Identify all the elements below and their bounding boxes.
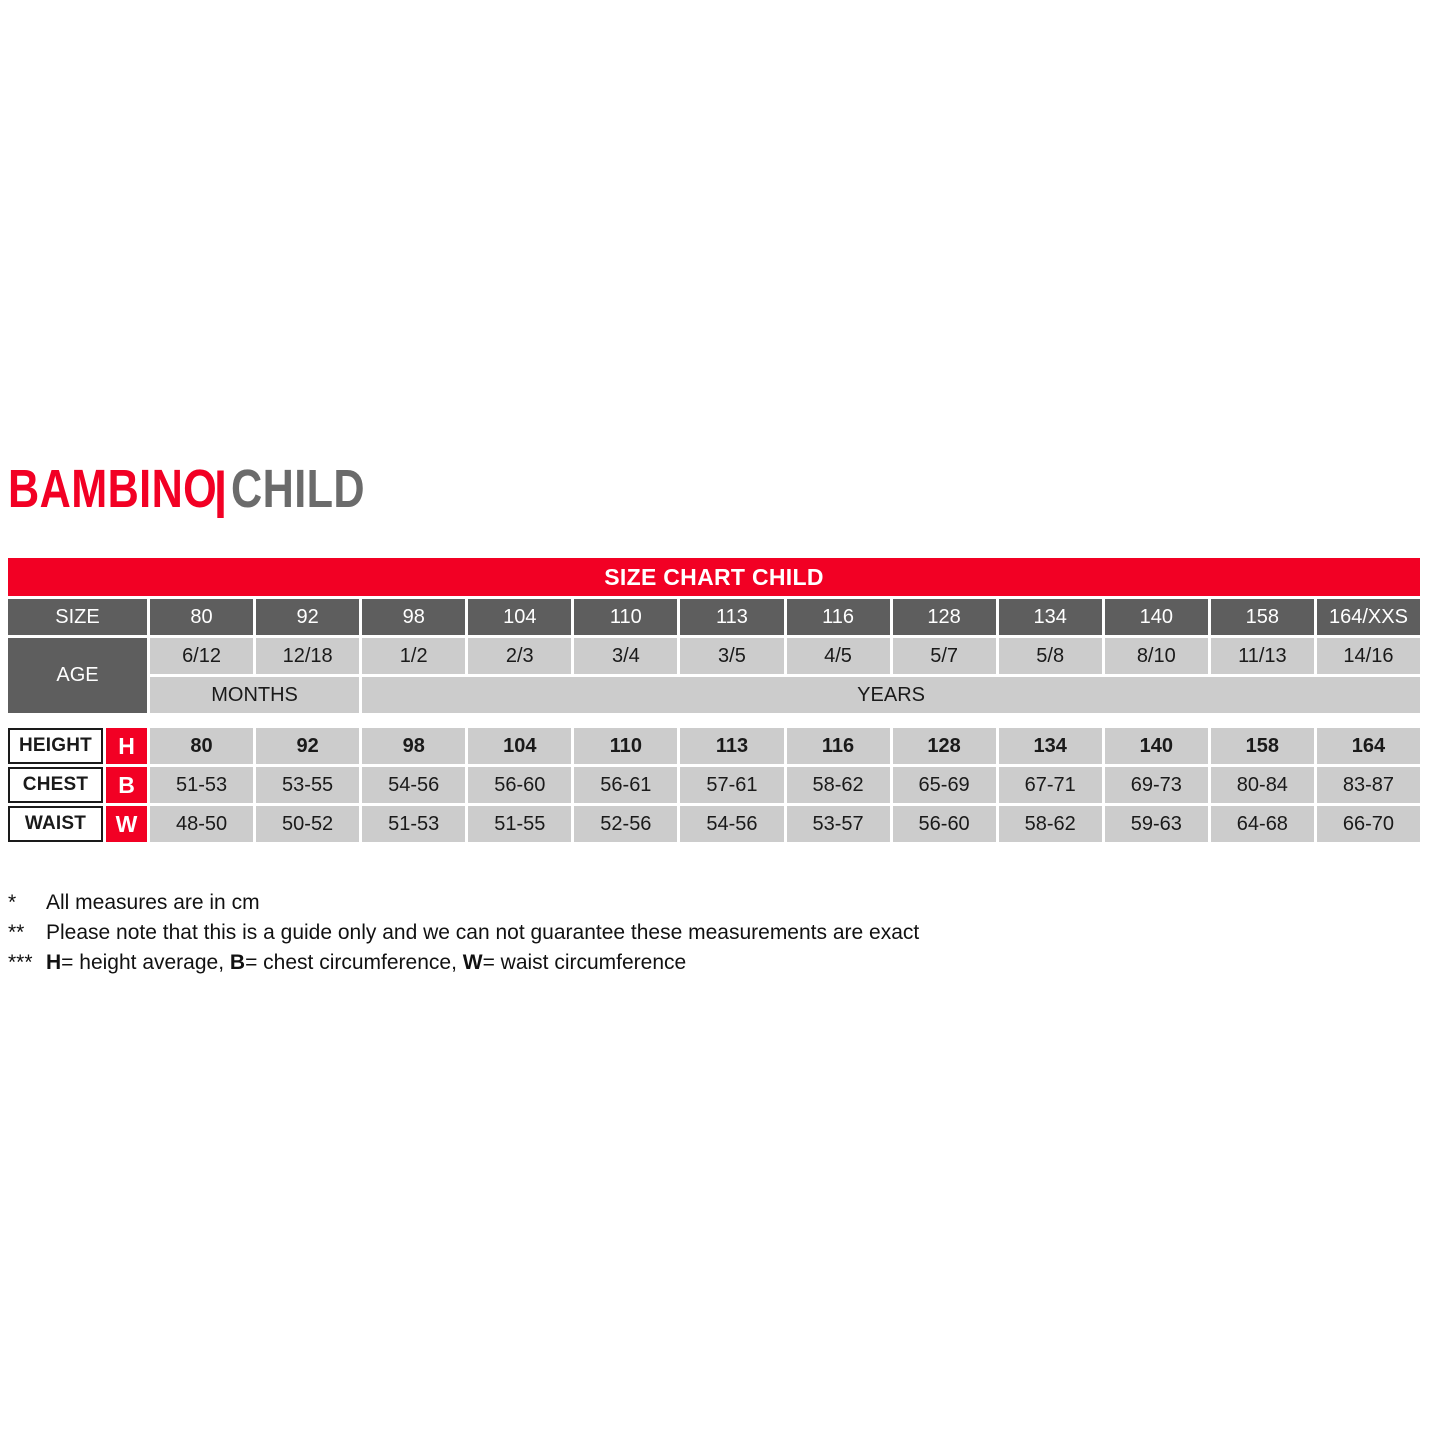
waist-cell: 53-57 (786, 806, 890, 842)
waist-cell: 50-52 (256, 806, 360, 842)
waist-cell: 51-53 (362, 806, 466, 842)
size-header-cell: 140 (1104, 599, 1208, 635)
footnote-marker: *** (8, 951, 33, 974)
height-cell: 140 (1104, 728, 1208, 764)
age-cell: 12/18 (256, 638, 360, 674)
size-header-cell: 134 (998, 599, 1102, 635)
badge-chest: B (106, 767, 147, 803)
chest-cell: 69-73 (1104, 767, 1208, 803)
size-chart-table: SIZE CHART CHILD SIZE 80 92 98 104 110 1… (8, 558, 1420, 842)
age-unit-months: MONTHS (150, 677, 360, 713)
height-cell: 110 (574, 728, 678, 764)
height-cell: 134 (998, 728, 1102, 764)
footnote-row: * All measures are in cm (8, 888, 1408, 918)
waist-cell: 66-70 (1316, 806, 1420, 842)
waist-cell: 51-55 (468, 806, 572, 842)
chest-cell: 53-55 (256, 767, 360, 803)
height-cell: 164 (1316, 728, 1420, 764)
brand-separator: | (213, 462, 228, 518)
footnote-text: All measures are in cm (46, 891, 260, 914)
chest-cell: 57-61 (680, 767, 784, 803)
height-cell: 80 (150, 728, 254, 764)
size-header-cell: 164/XXS (1316, 599, 1420, 635)
chest-cell: 54-56 (362, 767, 466, 803)
brand-title: BAMBINO | CHILD (8, 462, 399, 517)
chest-cell: 56-60 (468, 767, 572, 803)
age-cell: 1/2 (362, 638, 466, 674)
waist-cell: 54-56 (680, 806, 784, 842)
age-unit-years: YEARS (362, 677, 1420, 713)
row-label-chest: CHEST (8, 767, 103, 803)
height-cell: 104 (468, 728, 572, 764)
size-header-cell: 128 (892, 599, 996, 635)
row-label-age: AGE (8, 638, 147, 713)
waist-cell: 59-63 (1104, 806, 1208, 842)
brand-secondary-text: CHILD (231, 459, 366, 519)
waist-cell: 56-60 (892, 806, 996, 842)
waist-cell: 58-62 (998, 806, 1102, 842)
footnote-text-rich: H= height average, B= chest circumferenc… (46, 951, 687, 974)
age-cell: 3/4 (574, 638, 678, 674)
chest-cell: 51-53 (150, 767, 254, 803)
chest-cell: 67-71 (998, 767, 1102, 803)
age-cell: 6/12 (150, 638, 254, 674)
row-label-waist: WAIST (8, 806, 103, 842)
row-label-size: SIZE (8, 599, 147, 635)
brand-primary-text: BAMBINO (8, 459, 218, 519)
footnote-marker: * (8, 891, 17, 914)
height-cell: 116 (786, 728, 890, 764)
age-cell: 14/16 (1316, 638, 1420, 674)
size-header-cell: 116 (786, 599, 890, 635)
footnote-row: *** H= height average, B= chest circumfe… (8, 948, 1408, 978)
height-cell: 98 (362, 728, 466, 764)
footnote-row: ** Please note that this is a guide only… (8, 918, 1408, 948)
chest-cell: 80-84 (1210, 767, 1314, 803)
waist-cell: 52-56 (574, 806, 678, 842)
chest-cell: 83-87 (1316, 767, 1420, 803)
height-cell: 92 (256, 728, 360, 764)
age-cell: 4/5 (786, 638, 890, 674)
age-cell: 5/8 (998, 638, 1102, 674)
chest-cell: 56-61 (574, 767, 678, 803)
chest-cell: 58-62 (786, 767, 890, 803)
footnote-marker: ** (8, 921, 25, 944)
age-cell: 2/3 (468, 638, 572, 674)
row-label-height: HEIGHT (8, 728, 103, 764)
footnote-text: Please note that this is a guide only an… (46, 921, 920, 944)
waist-cell: 64-68 (1210, 806, 1314, 842)
footnotes: * All measures are in cm ** Please note … (8, 888, 1408, 978)
size-header-cell: 113 (680, 599, 784, 635)
waist-cell: 48-50 (150, 806, 254, 842)
badge-waist: W (106, 806, 147, 842)
chart-grid: SIZE 80 92 98 104 110 113 116 128 134 14… (8, 599, 1420, 842)
size-header-cell: 104 (468, 599, 572, 635)
age-cell: 3/5 (680, 638, 784, 674)
height-cell: 113 (680, 728, 784, 764)
height-cell: 128 (892, 728, 996, 764)
grid-spacer (8, 716, 1420, 725)
chest-cell: 65-69 (892, 767, 996, 803)
badge-height: H (106, 728, 147, 764)
age-cell: 8/10 (1104, 638, 1208, 674)
size-header-cell: 110 (574, 599, 678, 635)
size-header-cell: 98 (362, 599, 466, 635)
age-cell: 5/7 (892, 638, 996, 674)
size-header-cell: 158 (1210, 599, 1314, 635)
size-header-cell: 92 (256, 599, 360, 635)
chart-banner-title: SIZE CHART CHILD (8, 558, 1420, 596)
size-header-cell: 80 (150, 599, 254, 635)
age-cell: 11/13 (1210, 638, 1314, 674)
height-cell: 158 (1210, 728, 1314, 764)
